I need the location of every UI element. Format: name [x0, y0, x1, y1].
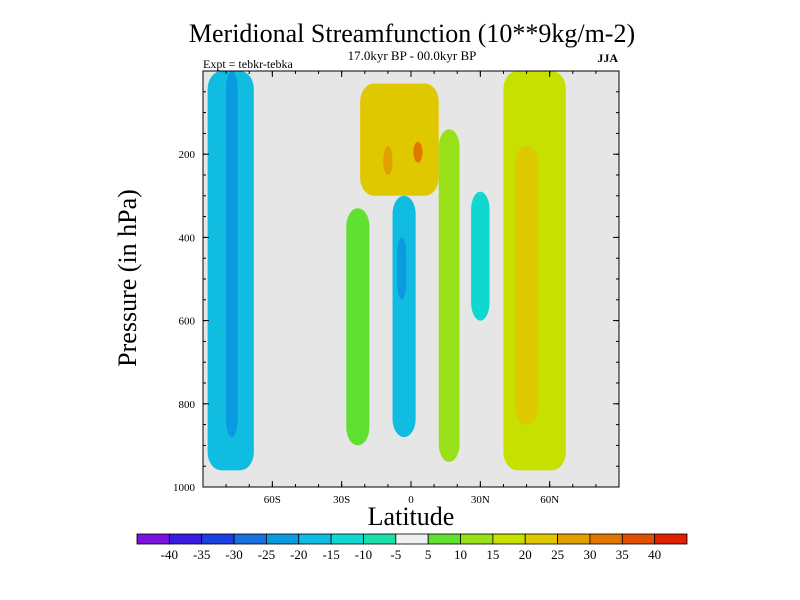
x-tick-label: 60S — [264, 494, 281, 506]
colorbar-swatch — [363, 533, 397, 545]
colorbar-swatch — [427, 533, 461, 545]
colorbar-swatch — [136, 533, 170, 545]
colorbar-label: 30 — [583, 547, 596, 562]
colorbar-swatch — [266, 533, 300, 545]
experiment-label: Expt = tebkr-tebka — [203, 57, 294, 71]
y-tick-label: 800 — [179, 399, 196, 411]
contour-fills — [207, 71, 566, 471]
colorbar-swatch — [621, 533, 656, 545]
colorbar-swatch — [395, 533, 429, 545]
colorbar-label: -10 — [355, 547, 372, 562]
colorbar-label: 40 — [648, 547, 661, 562]
colorbar-swatch — [201, 533, 235, 545]
contour-region-positive — [413, 141, 423, 163]
colorbar-label: 15 — [486, 547, 499, 562]
contour-region-positive — [515, 145, 539, 425]
contour-region-negative — [397, 237, 407, 300]
chart-subtitle: 17.0kyr BP - 00.0kyr BP — [348, 48, 477, 63]
colorbar-swatch — [233, 533, 267, 545]
x-axis-label: Latitude — [368, 502, 455, 531]
colorbar-swatch — [654, 533, 688, 545]
colorbar-label: -40 — [161, 547, 178, 562]
x-tick-label: 30N — [471, 494, 490, 506]
colorbar-label: 25 — [551, 547, 564, 562]
colorbar-label: -20 — [290, 547, 307, 562]
colorbar-label: -35 — [193, 547, 210, 562]
colorbar-label: 35 — [616, 547, 629, 562]
x-axis-ticks: 60S 30S 0 30N 60N — [225, 71, 597, 506]
y-tick-label: 600 — [179, 316, 196, 328]
contour-region-positive — [383, 145, 393, 175]
colorbar-swatch — [524, 533, 558, 545]
colorbar-swatch — [298, 533, 332, 545]
colorbar-swatch — [557, 533, 591, 545]
colorbar-label: -15 — [322, 547, 339, 562]
season-label: JJA — [597, 51, 618, 65]
colorbar-swatch — [330, 533, 364, 545]
colorbar-swatch — [460, 533, 494, 545]
plot-area: 60S 30S 0 30N 60N 200 400 600 800 1000 — [173, 70, 620, 506]
colorbar-label: 5 — [425, 547, 432, 562]
y-axis-ticks: 200 400 600 800 1000 — [173, 91, 619, 494]
colorbar-label: -25 — [258, 547, 275, 562]
colorbar-swatch — [589, 533, 623, 545]
x-tick-label: 0 — [408, 494, 414, 506]
y-tick-label: 1000 — [173, 482, 196, 494]
colorbar-label: -30 — [225, 547, 242, 562]
contour-region-negative — [471, 191, 490, 321]
y-tick-label: 200 — [179, 149, 196, 161]
contour-region-negative — [392, 195, 416, 438]
contour-region-positive — [360, 83, 439, 196]
y-axis-label: Pressure (in hPa) — [113, 189, 142, 367]
contour-region-positive — [438, 129, 460, 463]
colorbar: -40 -35 -30 -25 -20 -15 -10 -5 5 10 15 20 25 30 35 40 — [136, 533, 688, 562]
chart-title: Meridional Streamfunction (10**9kg/m-2) — [189, 19, 635, 48]
contour-region-negative — [226, 71, 238, 438]
colorbar-swatch — [168, 533, 203, 545]
x-tick-label: 60N — [540, 494, 559, 506]
colorbar-swatch — [492, 533, 526, 545]
contour-region-negative — [346, 208, 370, 446]
y-tick-label: 400 — [179, 232, 196, 244]
colorbar-label: -5 — [390, 547, 401, 562]
colorbar-label: 10 — [454, 547, 467, 562]
x-tick-label: 30S — [333, 494, 350, 506]
colorbar-label: 20 — [519, 547, 532, 562]
